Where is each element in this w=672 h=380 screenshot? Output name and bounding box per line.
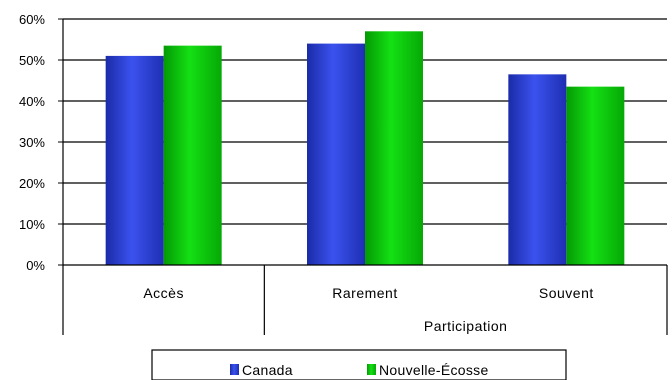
x-category-label: Rarement — [332, 285, 397, 301]
y-tick-label: 50% — [19, 53, 45, 68]
bar-nouvelle-cosse-1 — [365, 31, 423, 265]
x-category-label: Accès — [143, 285, 184, 301]
bar-nouvelle-cosse-0 — [163, 45, 222, 266]
bars — [105, 31, 625, 266]
bar-canada-0 — [105, 55, 164, 266]
y-tick-label: 30% — [19, 135, 45, 150]
x-group-label: Participation — [424, 318, 508, 334]
x-category-label: Souvent — [539, 285, 594, 301]
legend: Canada Nouvelle-Écosse — [151, 349, 567, 380]
legend-label: Nouvelle-Écosse — [379, 362, 489, 378]
axes: 0% 10% 20% 30% 40% 50% 60% — [19, 12, 668, 335]
y-tick-label: 10% — [19, 217, 45, 232]
bar-canada-2 — [508, 74, 567, 265]
y-tick-label: 60% — [19, 12, 45, 27]
bar-nouvelle-cosse-2 — [566, 86, 625, 266]
bar-canada-1 — [307, 43, 365, 265]
category-labels: Accès Rarement Souvent Participation — [143, 285, 593, 334]
y-tick-label: 0% — [26, 258, 45, 273]
legend-swatch — [367, 364, 376, 375]
y-tick-label: 20% — [19, 176, 45, 191]
legend-swatch — [230, 364, 239, 375]
y-tick-label: 40% — [19, 94, 45, 109]
legend-label: Canada — [242, 362, 293, 378]
legend-box — [151, 349, 567, 380]
